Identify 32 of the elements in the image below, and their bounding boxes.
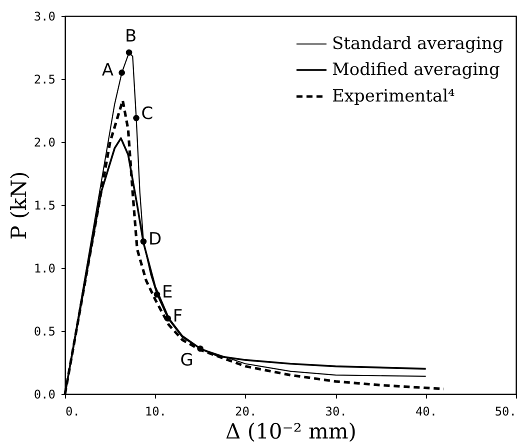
y-tick-label: 2.0 [34, 136, 56, 150]
annotation: B [125, 26, 137, 47]
y-axis-title: P (kN) [6, 171, 31, 240]
x-tick-label: 0. [66, 404, 80, 418]
y-tick-label: 3.0 [34, 10, 56, 24]
x-tick-label: 10. [144, 404, 167, 418]
annotation: F [172, 306, 183, 326]
point [197, 345, 204, 352]
point [133, 114, 140, 122]
annotation: G [180, 350, 194, 371]
point [154, 291, 160, 298]
point [126, 49, 132, 56]
x-tick-label: 20. [235, 404, 257, 418]
legend-label: Standard averaging [332, 34, 504, 54]
y-tick-label: 0.5 [34, 324, 56, 338]
x-tick-label: 40. [415, 404, 438, 418]
x-axis-title: Δ (10⁻² mm) [226, 420, 356, 444]
y-tick-label: 0.0 [34, 388, 56, 402]
legend-label: Modified averaging [332, 60, 500, 80]
annotation: C [141, 104, 154, 124]
x-tick-label: 30. [325, 404, 347, 418]
legend-label: Experimental⁴ [332, 86, 456, 106]
point [164, 315, 171, 322]
annotation: E [162, 282, 173, 302]
point [118, 70, 125, 76]
point [140, 238, 147, 245]
y-tick-label: 1.5 [34, 198, 56, 212]
y-tick-label: 2.5 [34, 72, 56, 86]
x-tick-label: 50. [494, 404, 516, 418]
annotation: D [148, 230, 162, 250]
y-tick-label: 1.0 [34, 262, 56, 276]
annotation: A [102, 60, 114, 81]
